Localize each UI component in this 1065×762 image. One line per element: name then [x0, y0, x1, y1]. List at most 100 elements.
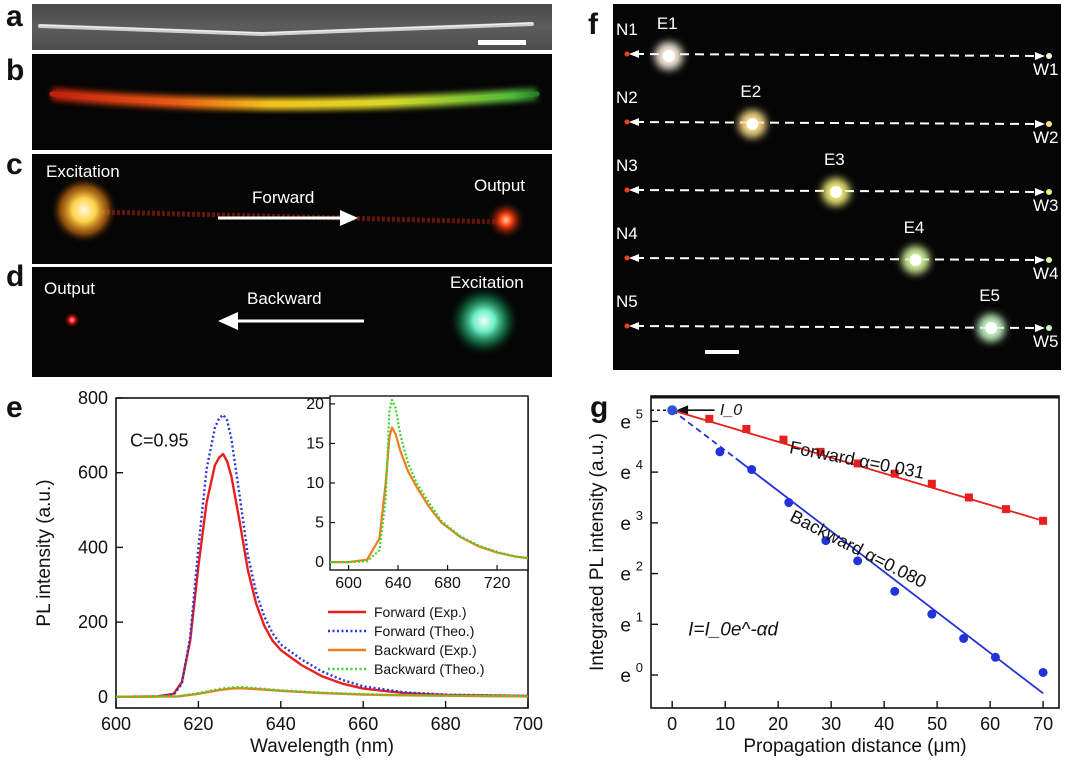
west-output-spot: [1046, 53, 1052, 59]
legend-label: Forward (Theo.): [374, 623, 474, 639]
forward-marker: [1002, 505, 1011, 514]
forward-marker: [816, 447, 825, 456]
forward-marker: [705, 414, 714, 423]
legend-label: Backward (Exp.): [374, 642, 477, 658]
x-tick-label: 600: [101, 714, 131, 734]
inset-x-tick-label: 720: [484, 575, 511, 592]
y-tick-label: e: [620, 666, 631, 687]
excitation-spot: [909, 254, 922, 266]
panel-d-backward-image: Output Backward Excitation: [32, 267, 552, 377]
north-output-spot: [624, 187, 630, 193]
x-tick-label: 660: [348, 714, 378, 734]
i0-label: I_0: [720, 402, 742, 419]
excitation-spot: [448, 285, 520, 357]
legend-label: Forward (Exp.): [374, 604, 467, 620]
row-w-label: W2: [1033, 128, 1059, 147]
backward-label: Backward α=0.080: [787, 506, 930, 592]
backward-marker: [747, 465, 757, 475]
dashed-guide-line: [634, 53, 1040, 57]
backward-marker: [890, 586, 900, 596]
panel-c-label: c: [6, 148, 23, 181]
inset-y-tick-label: 10: [306, 475, 324, 492]
backward-marker: [1038, 667, 1048, 677]
y-tick-label: e: [620, 463, 631, 484]
output-label: Output: [44, 279, 96, 298]
west-output-spot: [1046, 325, 1052, 331]
dashed-guide-line: [634, 257, 1040, 261]
excitation-spot: [746, 118, 759, 130]
y-tick-label: e: [620, 615, 631, 636]
forward-marker: [779, 435, 788, 444]
arrow-right-icon: [340, 210, 358, 226]
y-tick-label: e: [620, 412, 631, 433]
inset-frame: [329, 395, 529, 571]
x-tick-label: 60: [980, 714, 1000, 734]
dashed-guide-line: [634, 325, 1040, 329]
arrow-right-icon: [1035, 188, 1045, 196]
backward-marker: [927, 609, 937, 619]
output-label: Output: [474, 176, 526, 195]
row-n-label: N4: [616, 224, 638, 243]
y-tick-exponent: 4: [636, 457, 643, 472]
output-spot: [486, 200, 526, 240]
arrow-left-icon: [629, 322, 639, 330]
excitation-label: Excitation: [46, 162, 120, 181]
x-tick-label: 50: [927, 714, 947, 734]
north-output-spot: [624, 255, 630, 261]
backward-marker: [853, 556, 863, 566]
excitation-spot: [662, 50, 675, 62]
row-e-label: E5: [979, 286, 1000, 305]
row-n-label: N5: [616, 292, 638, 311]
y-tick-exponent: 2: [636, 559, 643, 574]
arrow-right-icon: [1035, 52, 1045, 60]
annotation-c: C=0.95: [130, 431, 189, 451]
forward-label: Forward α=0.031: [788, 437, 926, 483]
row-e-label: E1: [656, 14, 678, 33]
panel-e-label: e: [6, 391, 23, 424]
y-tick-label: 600: [78, 463, 108, 483]
nanowire-sem-shape: [38, 22, 534, 37]
y-axis-label: PL intensity (a.u.): [34, 479, 55, 626]
legend-label: Backward (Theo.): [374, 661, 484, 677]
backward-fit-extrapolation: [671, 409, 737, 460]
x-tick-label: 10: [715, 714, 735, 734]
backward-marker: [990, 652, 1000, 662]
inset-series-line-2: [330, 398, 529, 564]
excitation-label: Excitation: [450, 273, 524, 292]
panel-g-label: g: [590, 391, 609, 424]
excitation-spot: [829, 186, 842, 198]
forward-marker: [742, 424, 751, 433]
nanowire-color-shape: [49, 88, 540, 110]
forward-marker: [927, 479, 936, 488]
series-line-4: [115, 685, 529, 698]
y-tick-label: 0: [98, 687, 108, 707]
row-e-label: E3: [823, 150, 845, 169]
row-n-label: N1: [616, 20, 638, 39]
panel-f-label: f: [588, 8, 598, 41]
inset-y-tick-label: 20: [306, 396, 324, 413]
x-tick-label: 620: [183, 714, 213, 734]
panel-b-label: b: [6, 54, 25, 87]
row-e-label: E4: [903, 218, 925, 237]
x-tick-label: 20: [768, 714, 788, 734]
y-axis-label: Integrated PL intensity (a.u.): [587, 433, 608, 671]
inset-x-tick-label: 680: [434, 575, 461, 592]
west-output-spot: [1046, 189, 1052, 195]
y-tick-exponent: 1: [636, 609, 643, 624]
x-axis-label: Wavelength (nm): [250, 736, 394, 757]
backward-marker: [959, 633, 969, 643]
backward-marker: [715, 447, 725, 457]
north-output-spot: [624, 119, 630, 125]
series-line-2: [115, 413, 529, 698]
panel-b-emission-image: [32, 54, 552, 150]
y-tick-label: e: [620, 514, 631, 535]
x-tick-label: 700: [513, 714, 543, 734]
arrow-left-icon: [629, 254, 639, 262]
forward-marker: [853, 459, 862, 468]
arrow-left-icon: [218, 312, 238, 330]
x-tick-label: 680: [431, 714, 461, 734]
row-w-label: W5: [1033, 332, 1059, 351]
forward-marker: [890, 469, 899, 478]
panel-a-label: a: [6, 0, 23, 33]
